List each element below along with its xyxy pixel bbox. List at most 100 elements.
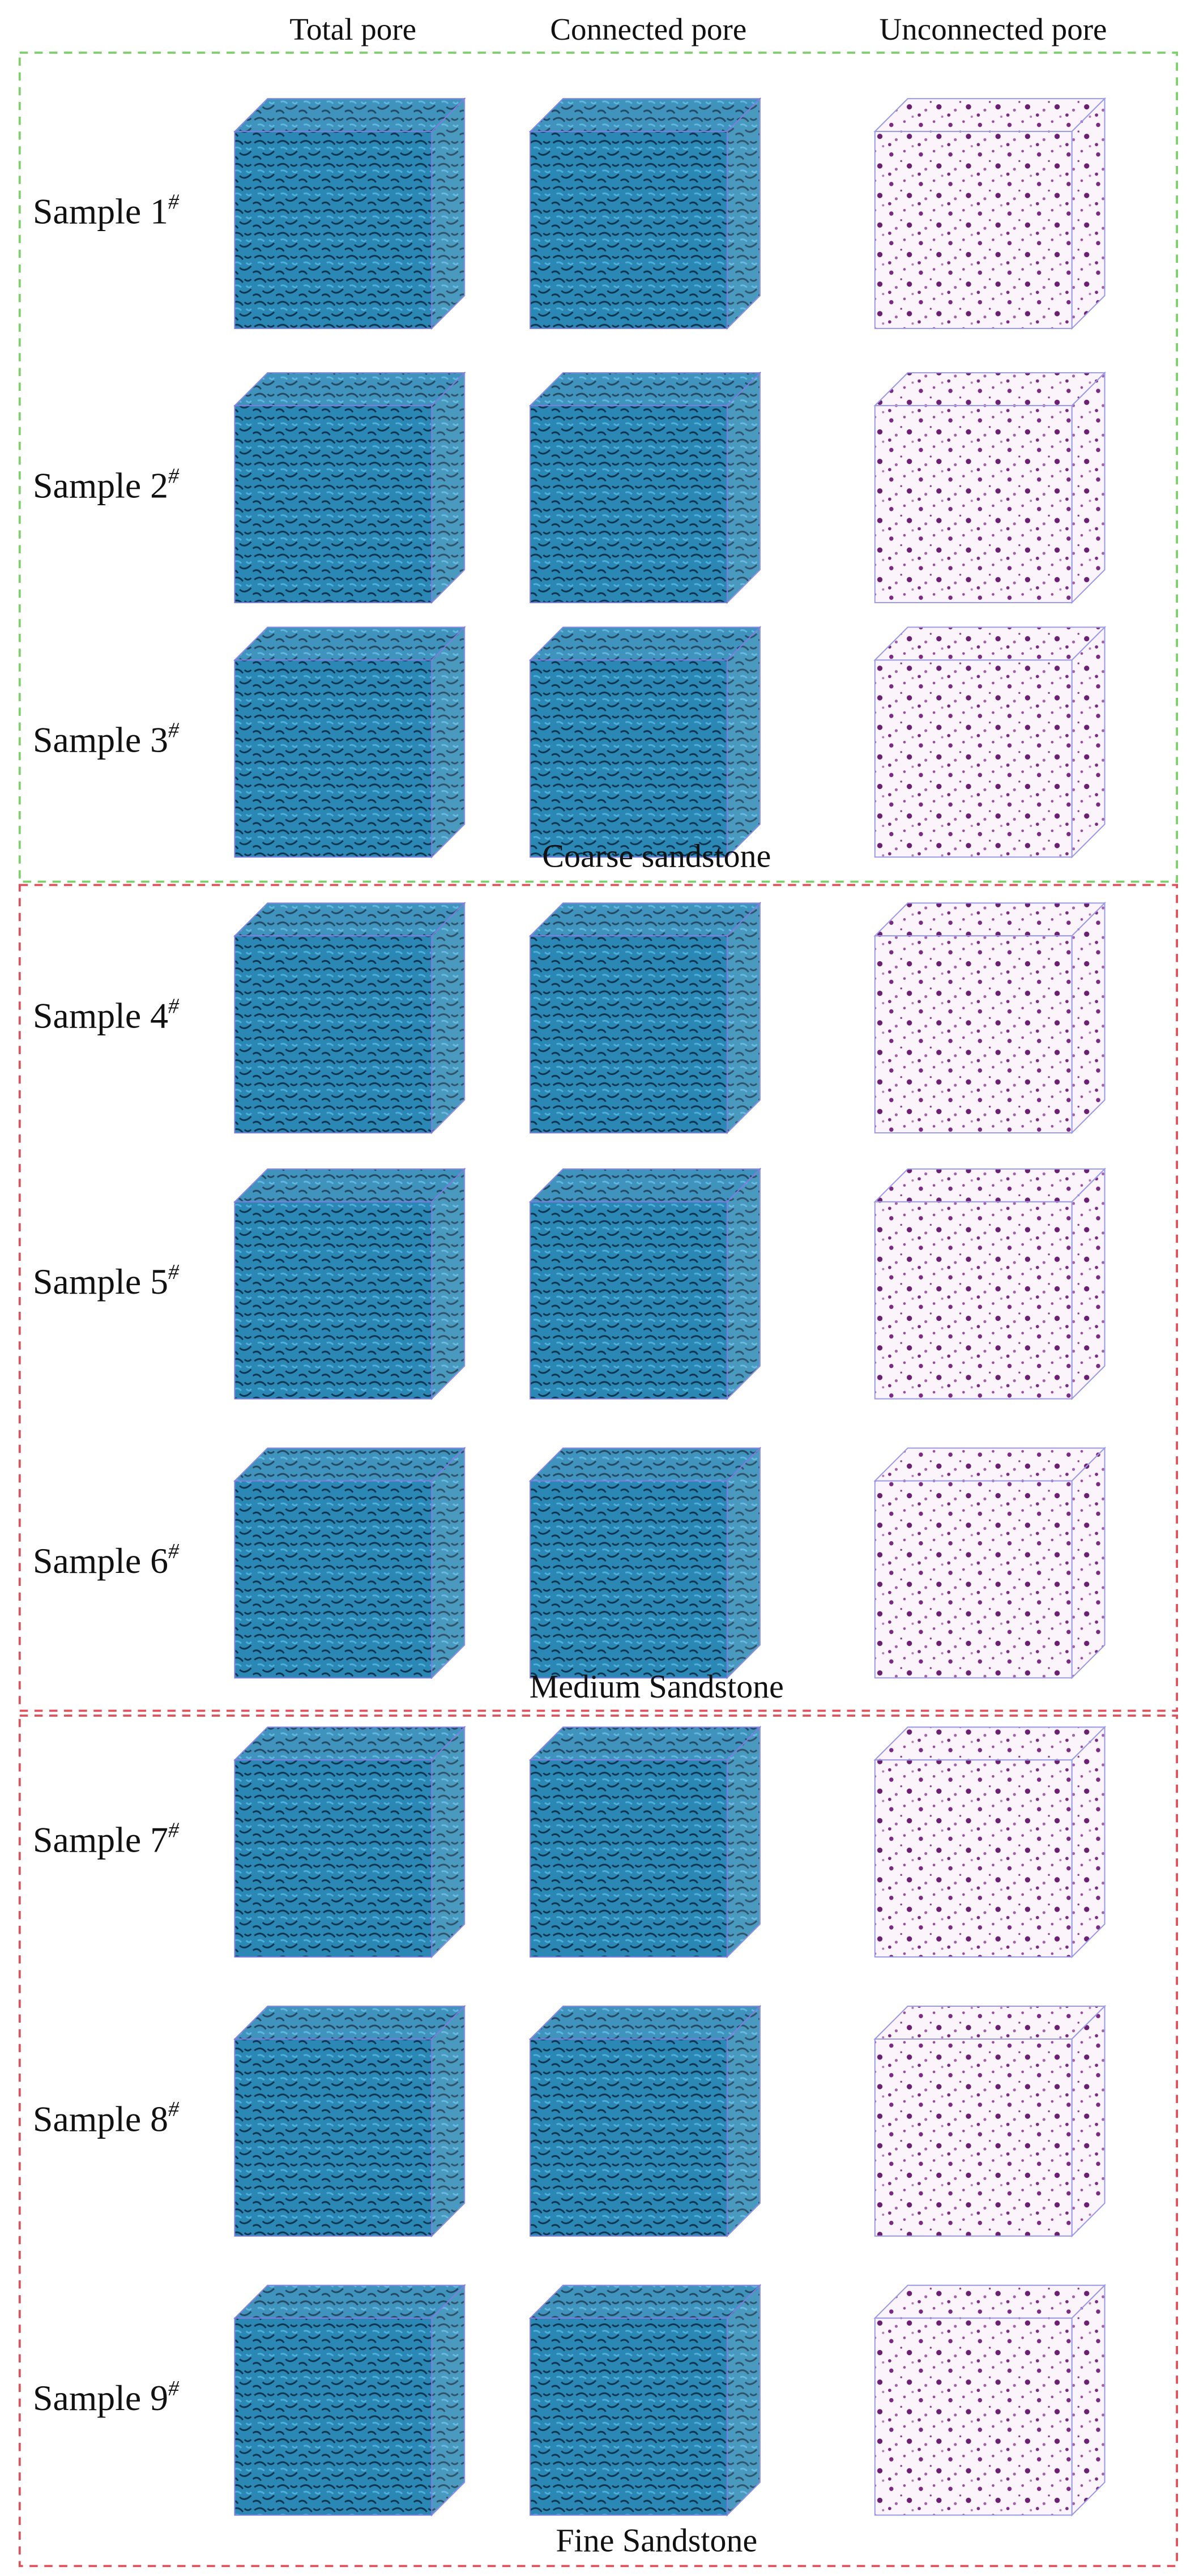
pore-cube (528, 2284, 762, 2517)
cube-top (873, 1168, 1107, 1202)
cube-top (233, 902, 466, 937)
cube-top (233, 1168, 466, 1202)
cube-front (234, 2317, 433, 2516)
group-label: Medium Sandstone (530, 1668, 784, 1705)
cube-side (431, 625, 466, 859)
sample-label: Sample 3# (33, 719, 180, 760)
group-label: Fine Sandstone (556, 2522, 757, 2558)
cube-side (726, 1167, 761, 1401)
pore-cube (233, 1447, 466, 1679)
pore-cube (528, 97, 762, 330)
column-header: Total pore (289, 12, 416, 46)
cube-front (234, 1201, 433, 1400)
pore-cube (233, 1167, 466, 1401)
cube-side (431, 97, 466, 330)
pore-cube (528, 1167, 762, 1401)
cube-top (233, 2284, 466, 2319)
cube-top (233, 626, 466, 661)
cube-top (528, 626, 762, 661)
cube-front (530, 1201, 728, 1400)
sample-label: Sample 8# (33, 2097, 180, 2139)
pore-cube (873, 2004, 1107, 2238)
pore-cube (528, 2004, 762, 2238)
cube-top (233, 98, 466, 133)
cube-front (234, 2038, 433, 2237)
pore-cube (233, 2004, 466, 2238)
cube-side (1071, 2004, 1106, 2238)
sample-label: Sample 6# (33, 1539, 180, 1581)
cube-front (530, 935, 728, 1134)
sample-name: Sample 4 (33, 996, 168, 1036)
sample-name: Sample 6 (33, 1541, 168, 1581)
cube-front (234, 935, 433, 1134)
cube-side (726, 901, 761, 1135)
pore-cube (233, 625, 466, 859)
cube-front (874, 131, 1073, 329)
cube-side (726, 2284, 761, 2517)
pore-cube (528, 1447, 762, 1679)
column-header: Connected pore (550, 12, 746, 46)
cube-top (528, 98, 762, 133)
cube-front (874, 935, 1073, 1134)
cube-side (1071, 97, 1106, 330)
cube-side (1071, 2284, 1106, 2517)
group-label: Coarse sandstone (542, 838, 771, 875)
pore-cube (233, 371, 466, 604)
sample-superscript: # (168, 464, 180, 488)
cube-top (233, 1447, 466, 1482)
cube-top (873, 626, 1107, 661)
pore-cube (528, 371, 762, 604)
sample-superscript: # (168, 1818, 180, 1842)
pore-cube (873, 371, 1107, 604)
cube-side (1071, 1725, 1106, 1959)
cube-front (874, 405, 1073, 603)
sample-name: Sample 8 (33, 2099, 168, 2139)
cube-top (528, 372, 762, 407)
sample-name: Sample 9 (33, 2378, 168, 2418)
cube-top (528, 1447, 762, 1482)
cube-top (873, 2006, 1107, 2040)
pore-cube (873, 901, 1107, 1135)
sample-superscript: # (168, 2097, 180, 2121)
cube-front (234, 1480, 433, 1679)
cube-side (431, 2004, 466, 2238)
cube-front (234, 131, 433, 329)
cube-front (234, 405, 433, 603)
cube-front (530, 2317, 728, 2516)
sample-name: Sample 1 (33, 191, 168, 231)
cube-side (431, 901, 466, 1135)
cube-side (726, 625, 761, 859)
pore-cube (233, 97, 466, 330)
pore-cube (528, 1725, 762, 1959)
sample-superscript: # (168, 995, 180, 1018)
pore-cube (528, 625, 762, 859)
cube-side (1071, 901, 1106, 1135)
cube-top (528, 902, 762, 937)
cube-side (1071, 625, 1106, 859)
cube-side (431, 1725, 466, 1959)
pore-cube (233, 1725, 466, 1959)
sample-label: Sample 9# (33, 2377, 180, 2418)
cube-top (873, 2284, 1107, 2319)
pore-cube (528, 901, 762, 1135)
sample-label: Sample 1# (33, 190, 180, 231)
cube-top (528, 2006, 762, 2040)
pore-cube (873, 97, 1107, 330)
cube-top (528, 2284, 762, 2319)
group-box (18, 52, 1179, 883)
cube-top (233, 1726, 466, 1761)
cube-side (431, 1447, 466, 1679)
sample-name: Sample 7 (33, 1820, 168, 1860)
sample-label: Sample 4# (33, 995, 180, 1036)
sample-superscript: # (168, 190, 180, 214)
cube-top (873, 1726, 1107, 1761)
sample-superscript: # (168, 1539, 180, 1563)
group-box (18, 884, 1179, 1712)
pore-cube (873, 1447, 1107, 1679)
cube-front (874, 1480, 1073, 1679)
cube-top (873, 98, 1107, 133)
cube-top (233, 2006, 466, 2040)
cube-side (726, 1447, 761, 1679)
cube-front (234, 1759, 433, 1958)
